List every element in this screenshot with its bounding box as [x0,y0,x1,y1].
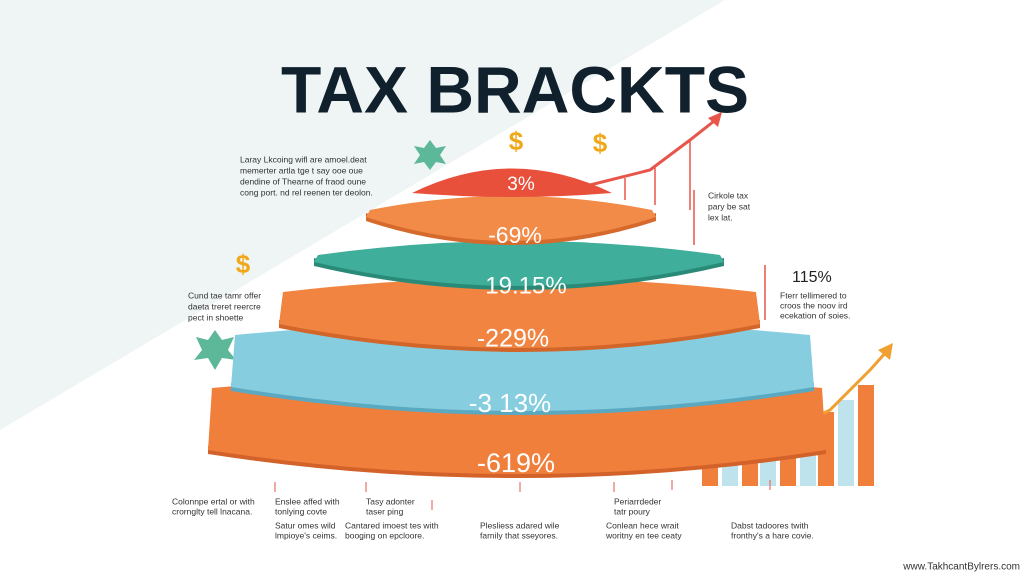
coin-icon: $ [509,126,524,156]
note-text: cong port. nd rel reenen ter deolon. [240,187,373,197]
layer-edge [314,258,724,290]
note-text: Periarrdeder [614,496,661,506]
note-text: booging on epcloore. [345,530,424,540]
title: TAX BRACKTS [281,52,749,126]
arrow-ticks [624,140,691,210]
note-text: Colonnpe ertal or with [172,496,255,506]
note-text: crornglty tell lnacana. [172,506,252,516]
layers: -619% -3 13% -229% 19.15% -69% 3% [208,168,826,478]
note-text: tonlying covte [275,506,327,516]
note-text: Dabst tadoores twith [731,520,809,530]
notes: Laray Lkcoing wifl are amoel.deatmemerte… [172,154,850,540]
trend-arrow [589,116,719,187]
note-text: pect in shoette [188,312,244,322]
note-text: fronthy's a hare covie. [731,530,814,540]
leaf-icons [194,140,446,370]
arrow-head [708,112,722,127]
layer-edge [231,383,814,415]
layer-label: -3 13% [469,388,551,418]
note-text: tatr poury [614,506,651,516]
layer [412,168,612,197]
note-text: Conlean hece wrait [606,520,679,530]
coin-icon: $ [593,128,608,158]
note-text: woritny en tee ceaty [605,530,682,540]
note-text: Laray Lkcoing wifl are amoel.deat [240,154,367,164]
note-text: Satur omes wild [275,520,336,530]
layer-edge [279,320,760,352]
note-text: Enslee affed with [275,496,340,506]
note-text: lmpioye's ceims. [275,530,337,540]
background-panel [0,0,725,430]
note-text: Cund tae tamr offer [188,290,261,300]
layer [279,278,760,348]
note-text: lex lat. [708,212,733,222]
note-text: Fterr tellimered to [780,290,847,300]
note-text: dendine of Thearne of fraod oune [240,176,366,186]
layer-label: 3% [507,174,535,195]
note-text: croos the noov ird [780,300,848,310]
note-text: memerter artla tge t say ooe oue [240,165,363,175]
coin-icon: $ [236,249,251,279]
layer-label: 19.15% [485,272,566,299]
note-text: taser ping [366,506,404,516]
layer [366,196,656,241]
note-text: farnily that sseyores. [480,530,558,540]
note-text: Cirkole tax [708,190,749,200]
note-text: Plesliess adared wile [480,520,560,530]
note-text: Tasy adonter [366,496,415,506]
note-text: pary be sat [708,201,751,211]
layer-edge [366,213,656,245]
note-text: daeta treret reercre [188,301,261,311]
layer [314,241,724,286]
note-text: ecekation of soies. [780,310,850,320]
layer-label: -229% [477,325,549,353]
note-text: Cantared imoest tes with [345,520,439,530]
note-value: 115% [792,269,832,286]
watermark: www.TakhcantBylrers.com [902,562,1020,573]
layer-label: -69% [488,222,542,248]
layer-edge [208,446,826,478]
layer-label: -619% [477,448,555,478]
